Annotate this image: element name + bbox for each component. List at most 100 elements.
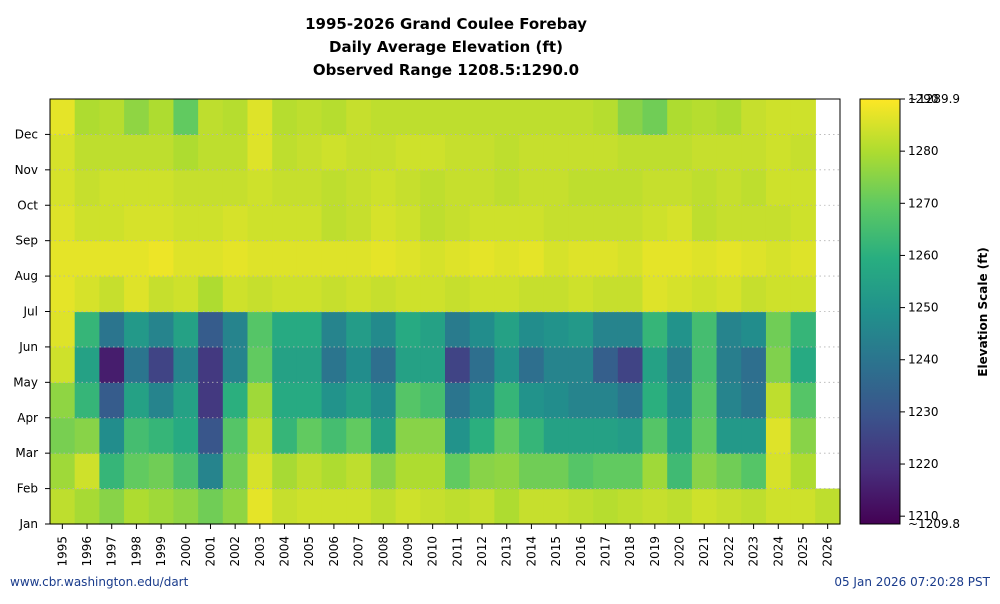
x-tick-label-1995: 1995 [55, 536, 69, 567]
heatmap-cell-2022-Feb [716, 453, 742, 490]
heatmap-cell-1998-Nov [124, 134, 150, 171]
heatmap-cell-1995-Dec [50, 99, 76, 136]
heatmap-cell-2012-Jun [469, 311, 495, 348]
heatmap-cell-2025-Mar [790, 417, 816, 454]
heatmap-cell-2001-Feb [198, 453, 224, 490]
heatmap-cell-2014-Apr [519, 382, 545, 419]
heatmap-cell-2010-Feb [420, 453, 446, 490]
heatmap-cell-2002-Jul [222, 276, 249, 313]
heatmap-cell-1998-Oct [124, 169, 150, 206]
heatmap-cell-2020-Jun [667, 311, 693, 348]
heatmap-cell-1997-May [99, 346, 125, 383]
heatmap-cell-2019-Jul [642, 276, 668, 313]
heatmap-cell-2016-Jan [568, 488, 594, 525]
color-tick-label-1270: 1270 [908, 196, 939, 210]
heatmap-cell-2010-Mar [420, 417, 446, 454]
heatmap-cell-2013-Dec [494, 99, 520, 136]
heatmap-cell-2004-Feb [272, 453, 298, 490]
heatmap-cell-2004-Dec [272, 99, 298, 136]
heatmap-cell-2003-Jun [247, 311, 273, 348]
heatmap-cell-2020-Jan [667, 488, 693, 525]
heatmap-cell-2005-Sep [296, 205, 323, 242]
heatmap-cell-2011-Oct [445, 169, 471, 206]
heatmap-cell-2015-Aug [543, 240, 570, 277]
heatmap-cell-2018-Nov [617, 134, 644, 171]
heatmap-cell-2014-Nov [519, 134, 545, 171]
heatmap-cell-2010-Sep [420, 205, 446, 242]
heatmap-cell-1999-Jun [148, 311, 175, 348]
color-scale: 1210 1220 1230 1240 1250 1260 1270 1280 1290 ~12… [859, 92, 990, 531]
y-tick-label-Aug: Aug [15, 269, 38, 283]
heatmap-cell-2015-Dec [543, 99, 570, 136]
heatmap-cell-1996-May [74, 346, 100, 383]
x-tick-label-2025: 2025 [796, 536, 810, 567]
heatmap-cell-2003-Oct [247, 169, 273, 206]
heatmap-cell-2020-Feb [667, 453, 693, 490]
heatmap-cell-2021-Jul [691, 276, 718, 313]
heatmap-cell-2017-Nov [593, 134, 619, 171]
heatmap-cell-2016-Dec [568, 99, 594, 136]
heatmap-cell-2003-Mar [247, 417, 273, 454]
chart-title: 1995-2026 Grand Coulee Forebay Daily Ave… [305, 15, 587, 79]
y-tick-label-Sep: Sep [15, 234, 38, 248]
color-scale-title: Elevation Scale (ft) [976, 247, 990, 376]
heatmap-cell-2021-Nov [691, 134, 718, 171]
heatmap-cell-2025-Apr [790, 382, 816, 419]
heatmap-cell-2020-Sep [667, 205, 693, 242]
x-tick-label-2017: 2017 [598, 536, 612, 567]
heatmap-cell-2014-Sep [519, 205, 545, 242]
heatmap-cell-1995-Sep [50, 205, 76, 242]
heatmap-cell-2022-Nov [716, 134, 742, 171]
heatmap-cell-2000-Sep [173, 205, 199, 242]
heatmap-cell-2018-Sep [617, 205, 644, 242]
x-tick-label-1997: 1997 [105, 536, 119, 567]
heatmap-cell-1995-Jan [50, 488, 76, 525]
heatmap-cell-1998-Apr [124, 382, 150, 419]
heatmap-cell-2002-Feb [222, 453, 249, 490]
heatmap-cell-2022-Oct [716, 169, 742, 206]
footer-url[interactable]: www.cbr.washington.edu/dart [10, 575, 189, 589]
heatmap-cell-2013-May [494, 346, 520, 383]
x-tick-label-2015: 2015 [549, 536, 563, 567]
heatmap-cell-2023-Feb [741, 453, 767, 490]
heatmap-cell-1998-Aug [124, 240, 150, 277]
heatmap-cell-2009-Sep [395, 205, 421, 242]
heatmap-cell-2017-Jun [593, 311, 619, 348]
heatmap-cell-1996-Mar [74, 417, 100, 454]
heatmap-cell-2023-Jan [741, 488, 767, 525]
heatmap-cell-2005-Nov [296, 134, 323, 171]
heatmap-cell-2015-May [543, 346, 570, 383]
heatmap-cell-2011-Aug [445, 240, 471, 277]
heatmap-cell-2010-Nov [420, 134, 446, 171]
heatmap-cell-2019-Apr [642, 382, 668, 419]
heatmap-cell-2008-Feb [370, 453, 397, 490]
heatmap-cell-2023-Sep [741, 205, 767, 242]
heatmap-cell-2025-Nov [790, 134, 816, 171]
heatmap-cell-2004-Jan [272, 488, 298, 525]
heatmap-cell-2000-Aug [173, 240, 199, 277]
heatmap-cell-2000-Jun [173, 311, 199, 348]
heatmap-cell-2016-Jun [568, 311, 594, 348]
heatmap-cell-2006-Jan [321, 488, 347, 525]
heatmap-cell-2007-Nov [346, 134, 372, 171]
heatmap-cell-2021-Aug [691, 240, 718, 277]
footer-timestamp: 05 Jan 2026 07:20:28 PST [834, 575, 990, 589]
heatmap-cell-2007-Aug [346, 240, 372, 277]
heatmap-cell-2000-Dec [173, 99, 199, 136]
heatmap-cell-2020-Mar [667, 417, 693, 454]
heatmap-cell-2002-May [222, 346, 249, 383]
heatmap-cell-2007-Dec [346, 99, 372, 136]
heatmap-cell-2005-Jul [296, 276, 323, 313]
heatmap-cell-2015-Jan [543, 488, 570, 525]
heatmap-cell-2012-Jul [469, 276, 495, 313]
heatmap-cell-2005-May [296, 346, 323, 383]
heatmap-cell-1995-Nov [50, 134, 76, 171]
heatmap-cell-2002-Apr [222, 382, 249, 419]
heatmap-cell-2021-May [691, 346, 718, 383]
heatmap-cell-2004-Apr [272, 382, 298, 419]
heatmap-cell-1996-Aug [74, 240, 100, 277]
heatmap-cell-2007-Mar [346, 417, 372, 454]
heatmap-cell-2017-Oct [593, 169, 619, 206]
heatmap-cell-2016-Sep [568, 205, 594, 242]
y-tick-label-Nov: Nov [15, 163, 38, 177]
